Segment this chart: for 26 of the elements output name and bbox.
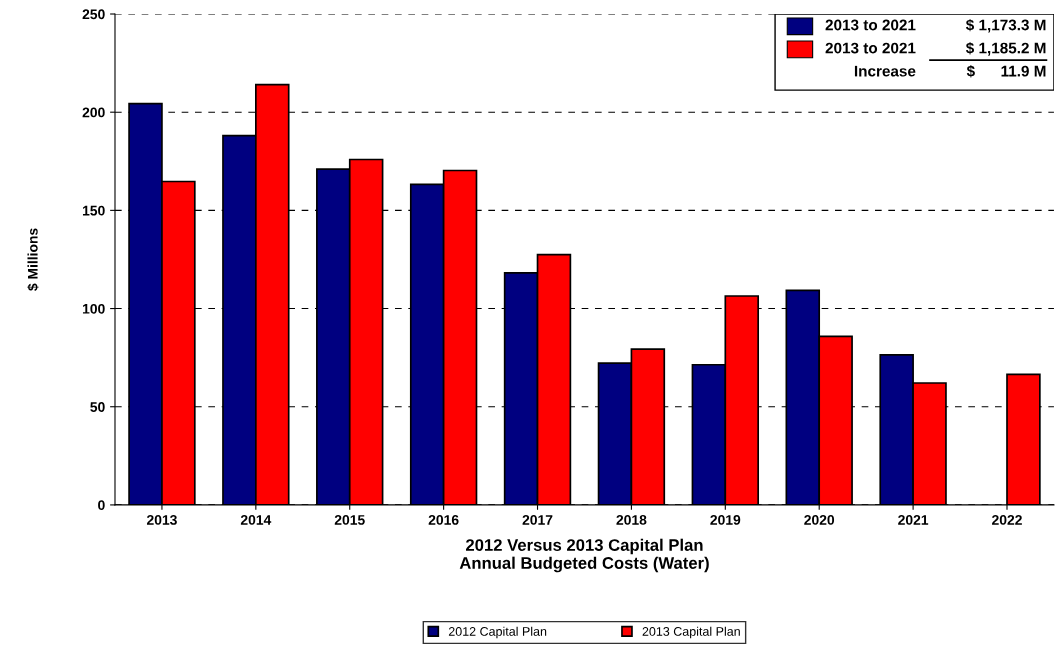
annotation: 2013 to 2021 [825, 42, 916, 54]
y-tick-label: 200 [82, 107, 105, 118]
x-tick-label: 2018 [616, 515, 647, 525]
legend-label: 2013 Capital Plan [642, 626, 740, 639]
annotation: $ 1,185.2 M [965, 41, 1046, 56]
x-tick-label: 2014 [240, 515, 272, 525]
x-axis-title: 2012 Versus 2013 Capital Plan Annual Budgeted Costs (Water) [459, 538, 709, 573]
legend-label: 2012 Capital Plan [448, 626, 547, 639]
y-tick-label: 150 [82, 205, 105, 216]
y-tick-label: 100 [82, 303, 105, 314]
x-tick-label: 2017 [522, 515, 553, 525]
x-tick-label: 2015 [334, 515, 365, 525]
x-tick-label: 2013 [146, 515, 177, 525]
y-tick-label: 250 [82, 9, 105, 20]
annotation: Increase [854, 65, 916, 77]
y-axis-title: $ Millions [27, 228, 39, 291]
x-tick-label: 2022 [992, 515, 1022, 525]
annotation: $ 1,173.3 M [965, 18, 1046, 33]
x-tick-label: 2020 [804, 515, 835, 525]
x-tick-label: 2016 [428, 515, 459, 525]
x-tick-label: 2019 [710, 515, 741, 525]
x-tick-label: 2021 [898, 515, 929, 525]
y-tick-label: 0 [98, 500, 105, 511]
y-tick-label: 50 [90, 402, 105, 412]
annotation: 2013 to 2021 [825, 19, 916, 31]
annotation: $ 11.9 M [966, 65, 1046, 78]
